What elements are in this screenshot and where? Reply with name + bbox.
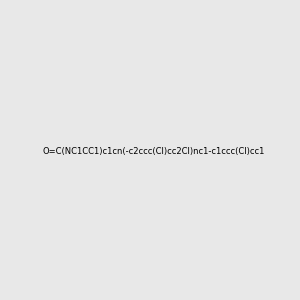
Text: O=C(NC1CC1)c1cn(-c2ccc(Cl)cc2Cl)nc1-c1ccc(Cl)cc1: O=C(NC1CC1)c1cn(-c2ccc(Cl)cc2Cl)nc1-c1cc… <box>43 147 265 156</box>
